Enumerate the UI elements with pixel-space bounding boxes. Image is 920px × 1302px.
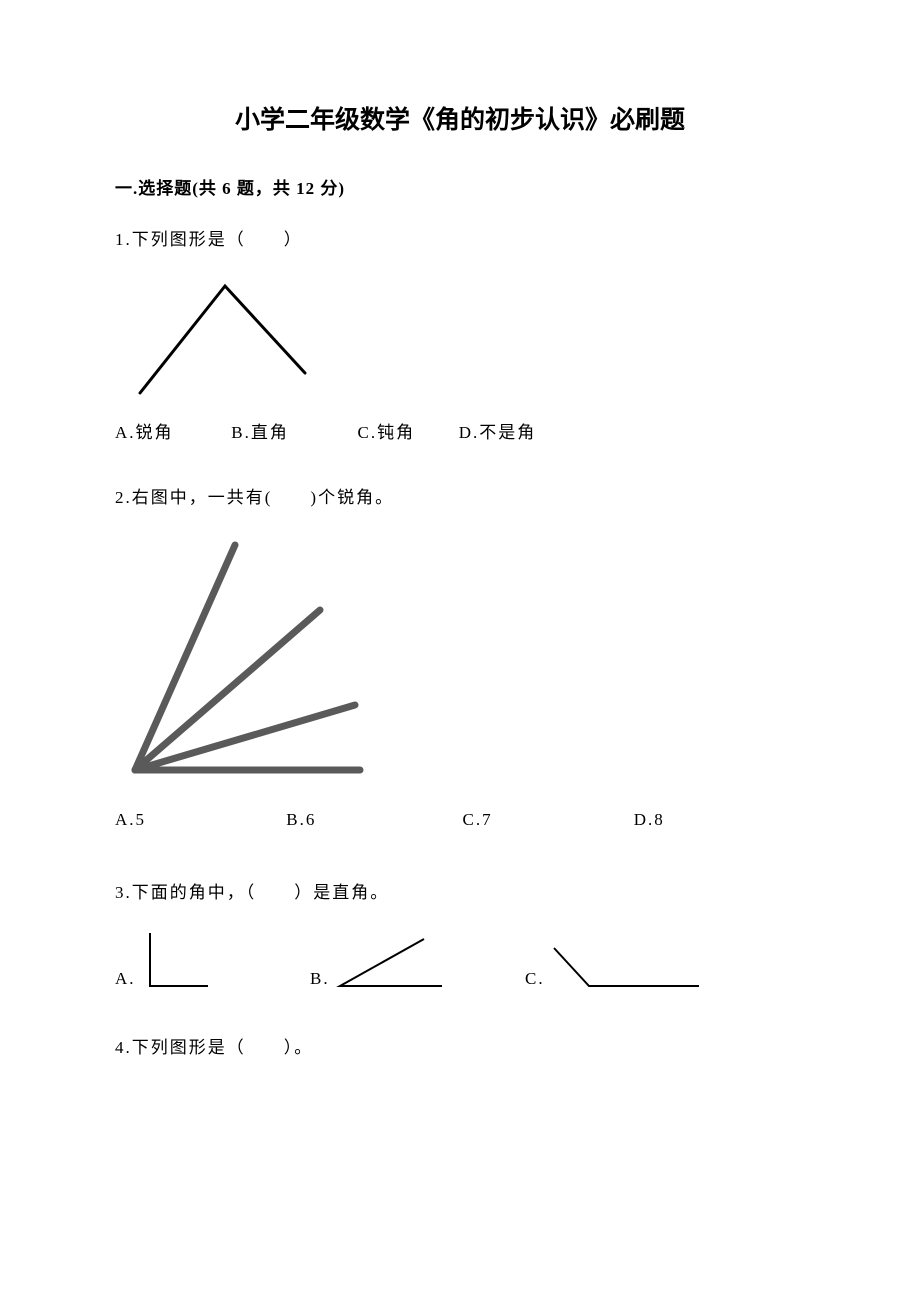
q2-rays-svg	[115, 530, 365, 790]
q2-opt-b: B.6	[286, 810, 456, 830]
q2-ray-1	[135, 545, 235, 770]
q1-opt-a: A.锐角	[115, 418, 225, 443]
q3-figB-poly	[340, 939, 442, 986]
q3-figA-svg	[140, 931, 218, 991]
q1-options: A.锐角 B.直角 C.钝角 D.不是角	[115, 418, 805, 443]
q2-opt-d: D.8	[634, 810, 665, 830]
section-header: 一.选择题(共 6 题，共 12 分)	[115, 174, 805, 199]
q1-opt-b: B.直角	[231, 418, 351, 443]
q3-label-c: C.	[525, 969, 545, 991]
q3-figC-svg	[549, 943, 704, 991]
q2-text: 2.右图中，一共有( )个锐角。	[115, 483, 805, 508]
q3-figA-poly	[150, 933, 208, 986]
q2-opt-c: C.7	[463, 810, 628, 830]
q3-figB-svg	[334, 936, 449, 991]
q1-opt-c: C.钝角	[358, 418, 453, 443]
q2-figure	[115, 530, 805, 795]
q3-opt-c: C.	[525, 943, 704, 991]
q1-text: 1.下列图形是（ ）	[115, 225, 805, 250]
q3-figC-poly	[554, 948, 699, 986]
q2-rays-group	[135, 545, 360, 770]
q1-opt-d: D.不是角	[459, 418, 537, 443]
q1-figure	[115, 268, 805, 403]
q4-text: 4.下列图形是（ ）。	[115, 1033, 805, 1058]
q3-options-row: A. B. C.	[115, 931, 805, 991]
q3-opt-a: A.	[115, 931, 310, 991]
q3-opt-b: B.	[310, 936, 525, 991]
page: 小学二年级数学《角的初步认识》必刷题 一.选择题(共 6 题，共 12 分) 1…	[0, 0, 920, 1302]
q1-angle-svg	[115, 268, 325, 398]
q1-angle-polyline	[140, 286, 305, 393]
q3-text: 3.下面的角中，（ ）是直角。	[115, 878, 805, 903]
q3-label-a: A.	[115, 969, 136, 991]
q2-options: A.5 B.6 C.7 D.8	[115, 810, 805, 830]
q2-opt-a: A.5	[115, 810, 280, 830]
document-title: 小学二年级数学《角的初步认识》必刷题	[115, 100, 805, 136]
q3-label-b: B.	[310, 969, 330, 991]
